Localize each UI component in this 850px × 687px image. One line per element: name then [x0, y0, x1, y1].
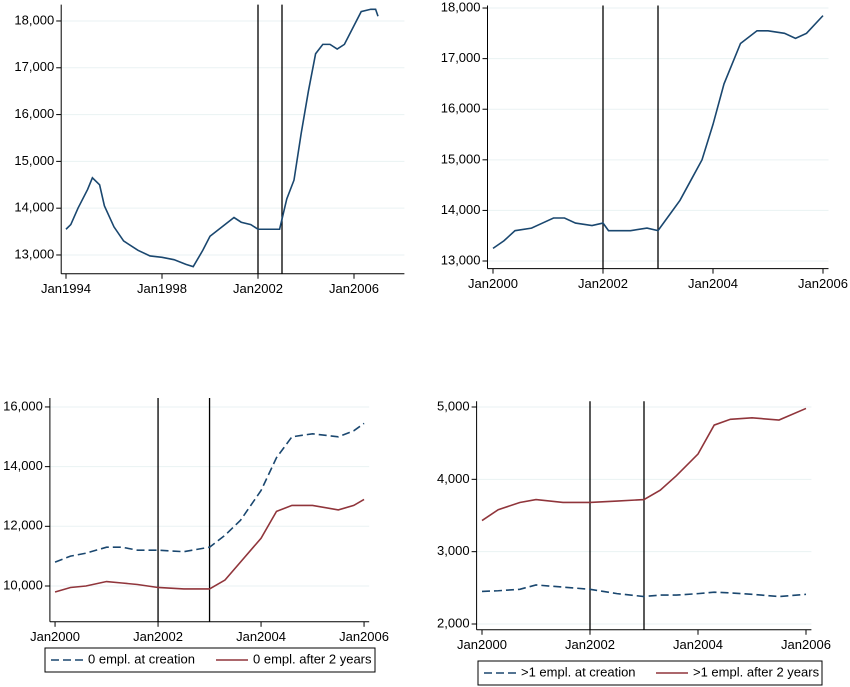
x-tick-label: Jan2004	[673, 637, 723, 652]
y-tick-label: 5,000	[437, 398, 470, 413]
x-tick-label: Jan2006	[798, 276, 848, 291]
panel: 13,000 14,000 15,000 16,000 17,000 18,000 Jan1…	[14, 4, 405, 296]
y-tick-label: 18,000	[441, 0, 481, 14]
y-tick-label: 17,000	[441, 50, 481, 65]
panel: 2,000 3,000 4,000 5,000 Jan2000 Jan2002 Jan200…	[437, 398, 831, 686]
y-tick-label: 14,000	[14, 200, 54, 215]
y-tick-label: 16,000	[14, 106, 54, 121]
panel: 13,000 14,000 15,000 16,000 17,000 18,000 Jan2…	[441, 0, 848, 291]
y-tick-label: 13,000	[14, 246, 54, 261]
x-tick-label: Jan2004	[236, 629, 286, 644]
x-tick-label: Jan1994	[41, 281, 91, 296]
legend-label: 0 empl. at creation	[88, 651, 195, 666]
y-tick-label: 14,000	[3, 458, 43, 473]
legend-box	[477, 660, 823, 686]
data-line	[54, 422, 365, 563]
x-tick-label: Jan2002	[233, 281, 283, 296]
legend-box	[44, 647, 376, 673]
x-tick-label: Jan2000	[30, 629, 80, 644]
y-tick-label: 10,000	[3, 577, 43, 592]
y-tick-label: 12,000	[3, 518, 43, 533]
y-tick-label: 17,000	[14, 59, 54, 74]
data-line	[481, 407, 807, 522]
x-tick-label: Jan2006	[781, 637, 831, 652]
x-tick-label: Jan2006	[339, 629, 389, 644]
x-tick-label: Jan1998	[137, 281, 187, 296]
x-tick-label: Jan2000	[468, 276, 518, 291]
data-line	[481, 584, 807, 598]
legend-label: >1 empl. after 2 years	[693, 664, 820, 679]
y-tick-label: 4,000	[437, 471, 470, 486]
x-tick-label: Jan2002	[133, 629, 183, 644]
panel: 10,000 12,000 14,000 16,000 Jan2000 Jan2002 Ja…	[3, 398, 389, 673]
y-tick-label: 15,000	[14, 153, 54, 168]
x-tick-label: Jan2004	[688, 276, 738, 291]
y-tick-label: 16,000	[3, 398, 43, 413]
x-tick-label: Jan2000	[457, 637, 507, 652]
data-line	[54, 498, 365, 593]
x-tick-label: Jan2002	[565, 637, 615, 652]
y-tick-label: 14,000	[441, 202, 481, 217]
y-tick-label: 13,000	[441, 252, 481, 267]
data-line	[65, 8, 379, 268]
y-tick-label: 16,000	[441, 101, 481, 116]
y-tick-label: 2,000	[437, 615, 470, 630]
legend-label: >1 empl. at creation	[521, 664, 636, 679]
x-tick-label: Jan2002	[578, 276, 628, 291]
legend-label: 0 empl. after 2 years	[253, 651, 372, 666]
x-tick-label: Jan2006	[329, 281, 379, 296]
y-tick-label: 3,000	[437, 543, 470, 558]
data-line	[492, 15, 824, 250]
y-tick-label: 15,000	[441, 151, 481, 166]
y-tick-label: 18,000	[14, 12, 54, 27]
